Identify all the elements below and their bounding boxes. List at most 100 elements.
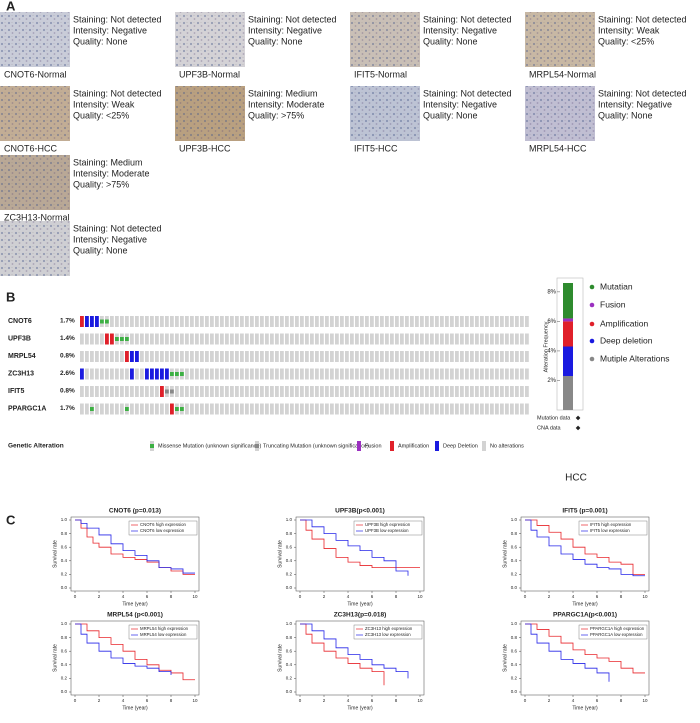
no-alteration-cell [320,386,324,397]
no-alteration-cell [460,368,464,380]
no-alteration-cell [260,403,264,415]
legend-label: PPARGC1A low expression [590,632,643,637]
no-alteration-cell [440,368,444,380]
staining-text: Intensity: Moderate [248,99,325,109]
no-alteration-cell [330,386,334,397]
no-alteration-cell [300,386,304,397]
no-alteration-cell [415,333,419,345]
no-alteration-cell [345,316,349,327]
no-alteration-cell [350,368,354,380]
no-alteration-cell [275,403,279,415]
no-alteration-cell [455,403,459,415]
no-alteration-cell [120,351,124,362]
no-alteration-cell [115,386,119,397]
no-alteration-cell [220,333,224,345]
no-alteration-cell [430,333,434,345]
no-alteration-cell [120,386,124,397]
y-tick-label: 0.2 [511,572,518,577]
no-alteration-cell [490,351,494,362]
no-alteration-cell [190,351,194,362]
no-alteration-cell [520,351,524,362]
x-axis-label: Time (year) [347,705,373,711]
no-alteration-cell [450,403,454,415]
tissue-label: IFIT5-HCC [354,143,398,153]
no-alteration-cell [445,333,449,345]
no-alteration-cell [155,333,159,345]
no-alteration-cell [340,386,344,397]
no-alteration-cell [265,368,269,380]
no-alteration-cell [425,368,429,380]
x-tick-label: 6 [146,594,149,599]
tissue-texture [525,12,595,67]
no-alteration-cell [310,333,314,345]
staining-text: Staining: Not detected [73,223,162,233]
no-alteration-cell [505,333,509,345]
survival-curve [300,519,409,576]
no-alteration-cell [85,403,89,415]
no-alteration-cell [185,316,189,327]
no-alteration-cell [155,403,159,415]
mutation-cell [180,407,184,411]
no-alteration-cell [230,386,234,397]
no-alteration-cell [440,316,444,327]
no-alteration-cell [180,333,184,345]
no-alteration-cell [440,403,444,415]
no-alteration-cell [210,333,214,345]
y-tick-label: 0.6 [61,648,68,653]
x-tick-label: 2 [548,594,551,599]
panel-label: B [6,289,15,304]
no-alteration-cell [215,403,219,415]
no-alteration-cell [200,386,204,397]
no-alteration-cell [525,351,529,362]
y-tick-label: 0.4 [511,558,518,563]
no-alteration-cell [425,351,429,362]
no-alteration-cell [400,386,404,397]
no-alteration-cell [470,386,474,397]
no-alteration-cell [380,403,384,415]
y-tick-label: 0.4 [61,662,68,667]
no-alteration-cell [475,403,479,415]
no-alteration-cell [430,368,434,380]
cna-cell [160,386,164,397]
no-alteration-cell [195,386,199,397]
no-alteration-cell [435,403,439,415]
cna-cell [130,368,134,380]
no-alteration-cell [80,351,84,362]
no-alteration-cell [105,386,109,397]
no-alteration-cell [210,403,214,415]
no-alteration-cell [240,386,244,397]
no-alteration-cell [155,386,159,397]
no-alteration-cell [415,368,419,380]
no-alteration-cell [515,403,519,415]
x-tick-label: 8 [620,594,623,599]
no-alteration-cell [495,316,499,327]
mutation-cell [175,407,179,411]
x-axis-label: Time (year) [572,705,598,711]
y-axis-label: Survival rate [52,540,58,568]
no-alteration-cell [320,403,324,415]
no-alteration-cell [280,368,284,380]
no-alteration-cell [385,333,389,345]
no-alteration-cell [525,316,529,327]
no-alteration-cell [155,316,159,327]
no-alteration-cell [85,351,89,362]
no-alteration-cell [295,403,299,415]
no-alteration-cell [225,333,229,345]
no-alteration-cell [490,403,494,415]
no-alteration-cell [310,316,314,327]
no-alteration-cell [285,368,289,380]
legend-swatch-inner [150,444,154,448]
no-alteration-cell [200,368,204,380]
no-alteration-cell [165,403,169,415]
no-alteration-cell [270,368,274,380]
no-alteration-cell [280,316,284,327]
mutation-cell [125,407,129,411]
no-alteration-cell [165,333,169,345]
no-alteration-cell [135,386,139,397]
cna-cell [95,316,99,327]
legend-label: No alterations [490,443,524,449]
staining-text: Quality: >75% [248,110,304,120]
legend-box [578,624,648,640]
no-alteration-cell [190,333,194,345]
plot-frame [70,620,200,696]
